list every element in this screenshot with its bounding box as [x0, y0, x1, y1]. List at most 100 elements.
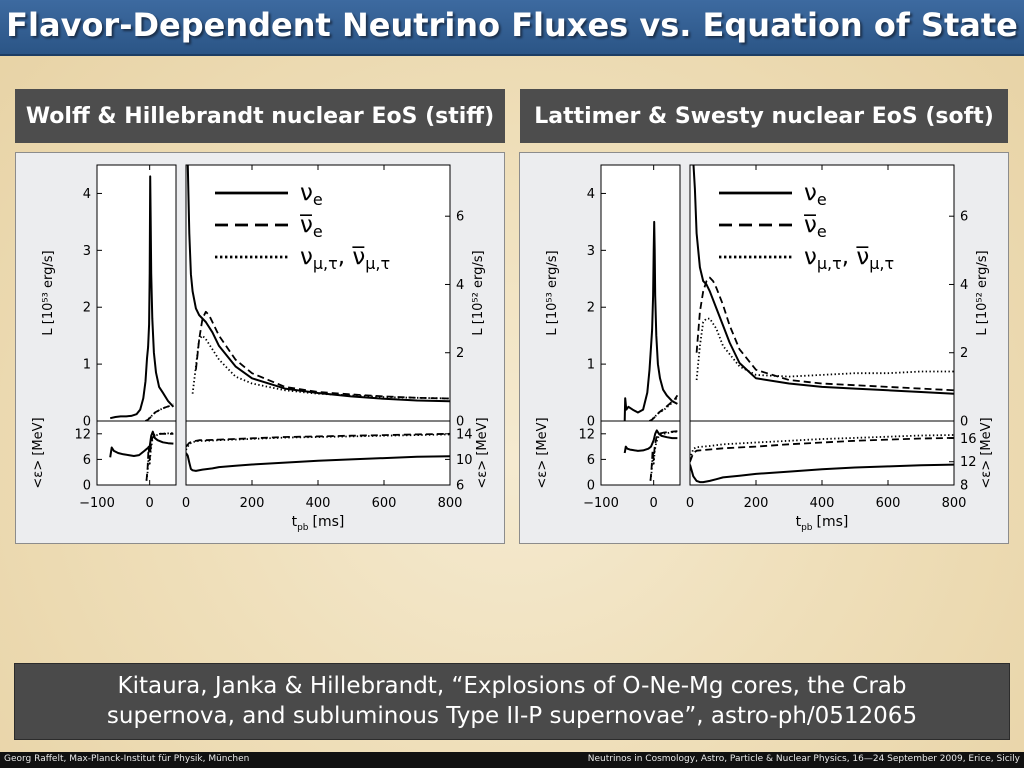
series-line-solid-mean-left	[109, 430, 174, 458]
legend-label: ν̅e	[300, 212, 323, 241]
y-axis-label-right: L [10⁵² erg/s]	[471, 250, 486, 335]
x-tick-label: 200	[744, 496, 769, 511]
series-line-dotted-mean-left	[145, 432, 174, 481]
y-tick-label: 3	[83, 244, 91, 259]
x-tick-label: 0	[182, 496, 190, 511]
legend-label: νμ,τ, ν̅μ,τ	[804, 244, 894, 273]
x-axis-label: tpb [ms]	[796, 514, 849, 533]
y-tick-label: 12	[578, 427, 595, 442]
legend-label: νμ,τ, ν̅μ,τ	[300, 244, 390, 273]
series-line-solid-lum-left	[109, 175, 175, 420]
y-axis-label-right: L [10⁵² erg/s]	[975, 250, 990, 335]
x-tick-label: −100	[79, 496, 115, 511]
series-line-dotted-lum-left	[145, 403, 174, 421]
series-line-solid-mean-right	[186, 452, 450, 472]
y-tick-label: 0	[83, 479, 91, 494]
series-line-dashed-lum-right	[695, 276, 954, 392]
y-tick-label: 0	[83, 415, 91, 430]
footer-bar: Georg Raffelt, Max-Planck-Institut für P…	[0, 752, 1024, 768]
x-tick-label: 800	[438, 496, 463, 511]
x-tick-label: 200	[240, 496, 265, 511]
y-axis-label-bottom-left: <ε> [MeV]	[535, 417, 550, 488]
slide-title: Flavor-Dependent Neutrino Fluxes vs. Equ…	[6, 6, 1018, 44]
plot-frame	[600, 164, 681, 422]
y-tick-label: 2	[83, 301, 91, 316]
plot-frame	[185, 420, 451, 486]
y-tick-label: 6	[456, 210, 464, 225]
panel-header-soft: Lattimer & Swesty nuclear EoS (soft)	[520, 89, 1008, 143]
chart-panel-stiff: −100 0 0 200 400 600 800 0 1 2 3 4 0 6 12 0 2 4 6 6 10 14 L [1…	[15, 152, 505, 544]
series-line-dotted-lum-left	[649, 396, 679, 421]
series-line-dashed-lum-right	[195, 310, 450, 400]
y-tick-label: 12	[960, 455, 977, 470]
y-axis-label-bottom-right: <ε> [MeV]	[475, 417, 490, 488]
x-tick-label: 600	[876, 496, 901, 511]
y-tick-label: 1	[83, 358, 91, 373]
x-tick-label: 600	[372, 496, 397, 511]
panel-header-stiff: Wolff & Hillebrandt nuclear EoS (stiff)	[15, 89, 505, 143]
legend-label: ν̅e	[804, 212, 827, 241]
y-tick-label: 0	[587, 479, 595, 494]
series-line-solid-mean-left	[623, 429, 678, 454]
y-tick-label: 6	[960, 210, 968, 225]
y-tick-label: 2	[587, 301, 595, 316]
plot-frame	[600, 420, 681, 486]
citation-box: Kitaura, Janka & Hillebrandt, “Explosion…	[14, 663, 1010, 740]
y-tick-label: 4	[960, 278, 968, 293]
legend-label: νe	[804, 180, 827, 209]
chart-panel-soft: −100 0 0 200 400 600 800 0 1 2 3 4 0 6 12 0 2 4 6 8 12 16 L [1…	[519, 152, 1009, 544]
x-tick-label: 800	[942, 496, 967, 511]
citation-line-1: Kitaura, Janka & Hillebrandt, “Explosion…	[117, 673, 907, 700]
series-line-dotted-mean-right	[186, 433, 450, 451]
plot-frame	[96, 164, 177, 422]
y-tick-label: 2	[456, 346, 464, 361]
legend-label: νe	[300, 180, 323, 209]
citation-line-2: supernova, and subluminous Type II-P sup…	[106, 702, 918, 729]
plot-frame	[689, 164, 955, 422]
y-tick-label: 8	[960, 479, 968, 494]
x-tick-label: −100	[583, 496, 619, 511]
y-tick-label: 10	[456, 453, 473, 468]
series-line-dashed-mean-right	[690, 437, 954, 463]
series-line-solid-lum-right	[186, 165, 450, 403]
footer-event: Neutrinos in Cosmology, Astro, Particle …	[587, 754, 1020, 764]
y-tick-label: 3	[587, 244, 595, 259]
y-tick-label: 6	[83, 453, 91, 468]
title-bar: Flavor-Dependent Neutrino Fluxes vs. Equ…	[0, 0, 1024, 56]
y-axis-label-left: L [10⁵³ erg/s]	[545, 250, 560, 335]
y-tick-label: 4	[587, 187, 595, 202]
series-line-dotted-lum-right	[695, 317, 954, 381]
y-tick-label: 16	[960, 432, 977, 447]
plot-frame	[96, 420, 177, 486]
y-axis-label-bottom-right: <ε> [MeV]	[979, 417, 994, 488]
y-tick-label: 4	[83, 187, 91, 202]
y-tick-label: 6	[587, 453, 595, 468]
y-tick-label: 6	[456, 479, 464, 494]
series-line-dashed-mean-left	[649, 430, 678, 481]
series-line-solid-lum-right	[692, 165, 954, 395]
plot-frame	[689, 420, 955, 486]
y-axis-label-left: L [10⁵³ erg/s]	[41, 250, 56, 335]
y-tick-label: 14	[456, 427, 473, 442]
series-line-solid-mean-right	[690, 463, 954, 484]
y-axis-label-bottom-left: <ε> [MeV]	[31, 417, 46, 488]
y-tick-label: 0	[960, 415, 968, 430]
footer-author: Georg Raffelt, Max-Planck-Institut für P…	[4, 754, 250, 764]
x-axis-label: tpb [ms]	[292, 514, 345, 533]
x-tick-label: 0	[686, 496, 694, 511]
series-line-solid-lum-left	[623, 220, 678, 421]
series-line-dotted-mean-left	[649, 430, 678, 481]
y-tick-label: 0	[456, 415, 464, 430]
x-tick-label: 0	[146, 496, 154, 511]
x-tick-label: 400	[306, 496, 331, 511]
x-tick-label: 400	[810, 496, 835, 511]
plot-frame	[185, 164, 451, 422]
y-tick-label: 2	[960, 346, 968, 361]
y-tick-label: 1	[587, 358, 595, 373]
y-tick-label: 0	[587, 415, 595, 430]
x-tick-label: 0	[650, 496, 658, 511]
series-line-dotted-mean-right	[690, 434, 954, 460]
y-tick-label: 4	[456, 278, 464, 293]
